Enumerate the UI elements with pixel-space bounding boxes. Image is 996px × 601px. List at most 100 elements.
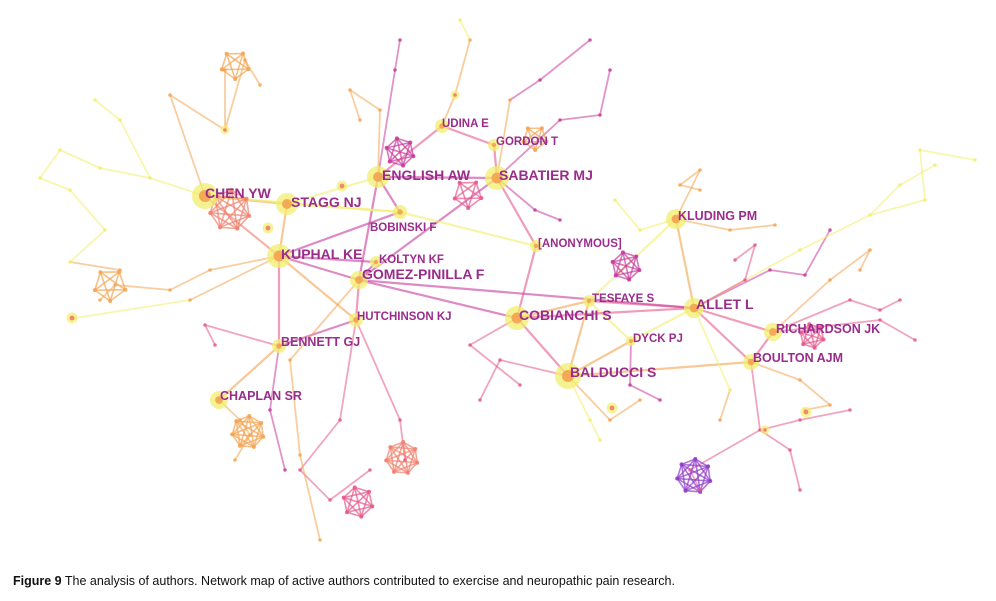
cluster-edge bbox=[614, 252, 624, 276]
network-edge bbox=[357, 278, 519, 320]
network-node bbox=[468, 38, 472, 42]
cluster-edge bbox=[389, 441, 404, 448]
network-node bbox=[753, 243, 757, 247]
network-edge bbox=[355, 319, 401, 421]
network-node bbox=[558, 118, 562, 122]
cluster-edge bbox=[368, 491, 374, 507]
network-node bbox=[588, 418, 592, 422]
network-node bbox=[341, 495, 346, 500]
network-node bbox=[798, 248, 802, 252]
network-edge bbox=[772, 299, 851, 333]
network-node bbox=[518, 383, 522, 387]
cluster-edge bbox=[681, 458, 696, 466]
cluster-edge bbox=[209, 198, 247, 214]
author-label-boulton-ajm: BOULTON AJM bbox=[753, 351, 843, 365]
network-node bbox=[373, 172, 383, 182]
cluster-edge bbox=[343, 486, 356, 499]
author-label-cobianchi-s: COBIANCHI S bbox=[519, 307, 612, 323]
network-node bbox=[373, 259, 379, 265]
network-node bbox=[258, 83, 262, 87]
cluster-edge bbox=[475, 182, 483, 199]
network-edge bbox=[789, 449, 801, 491]
network-node bbox=[678, 183, 682, 187]
network-edge bbox=[629, 340, 632, 386]
network-edge bbox=[689, 429, 761, 471]
cluster-edge bbox=[612, 251, 624, 263]
network-node bbox=[388, 445, 393, 450]
network-node bbox=[401, 163, 406, 168]
network-node bbox=[479, 196, 484, 201]
cluster-edge bbox=[99, 271, 126, 291]
cluster-edge bbox=[235, 420, 241, 446]
network-node bbox=[533, 208, 537, 212]
network-node bbox=[282, 199, 292, 209]
network-node bbox=[328, 498, 332, 502]
network-node bbox=[415, 460, 420, 465]
network-node bbox=[629, 339, 633, 343]
network-node bbox=[803, 409, 809, 415]
network-node bbox=[788, 448, 792, 452]
cluster-chaplan bbox=[230, 414, 266, 449]
network-node bbox=[773, 223, 777, 227]
network-edge bbox=[609, 399, 641, 421]
cluster-edge bbox=[219, 226, 238, 230]
cluster-edge bbox=[681, 463, 711, 482]
network-node bbox=[188, 298, 192, 302]
cluster-left-orange bbox=[92, 269, 128, 303]
network-node bbox=[452, 196, 457, 201]
author-labels: CHEN YW STAGG NJ ENGLISH AW SABATIER MJ … bbox=[205, 118, 880, 403]
network-edge bbox=[679, 184, 701, 191]
network-edge bbox=[299, 454, 321, 541]
network-node bbox=[693, 457, 698, 462]
cluster-edge bbox=[813, 327, 822, 348]
network-node bbox=[706, 464, 711, 469]
cluster-edge bbox=[239, 435, 264, 447]
network-node bbox=[798, 330, 803, 335]
network-edge bbox=[919, 149, 976, 161]
cluster-edge bbox=[248, 415, 255, 448]
network-edge bbox=[349, 89, 361, 121]
network-node bbox=[511, 312, 523, 324]
network-node bbox=[718, 418, 722, 422]
cluster-edge bbox=[346, 511, 362, 518]
cluster-edge bbox=[534, 140, 547, 151]
network-node bbox=[533, 243, 539, 249]
network-edge bbox=[376, 175, 499, 180]
author-label-gordon-t: GORDON T bbox=[496, 136, 558, 148]
network-edge bbox=[559, 114, 601, 121]
network-node bbox=[238, 418, 242, 422]
network-node bbox=[387, 159, 392, 164]
network-edge bbox=[357, 278, 696, 310]
network-edge bbox=[919, 149, 926, 201]
network-node bbox=[394, 136, 399, 141]
cluster-edge bbox=[389, 446, 409, 474]
author-label-chen-yw: CHEN YW bbox=[205, 185, 272, 201]
cluster-edge bbox=[386, 137, 398, 149]
network-node bbox=[453, 93, 457, 97]
cluster-edge bbox=[94, 271, 120, 291]
network-node bbox=[233, 76, 238, 81]
cluster-edge bbox=[346, 487, 356, 513]
network-node bbox=[223, 128, 227, 132]
network-edge bbox=[629, 384, 661, 401]
cluster-edge bbox=[225, 53, 236, 80]
network-node bbox=[359, 514, 364, 519]
cluster-edge bbox=[360, 505, 373, 518]
network-node bbox=[498, 358, 502, 362]
network-node bbox=[683, 488, 688, 493]
network-edge bbox=[277, 254, 361, 282]
cluster-edge bbox=[396, 137, 411, 144]
network-node bbox=[439, 123, 445, 129]
network-edge bbox=[829, 249, 871, 281]
network-node bbox=[638, 398, 642, 402]
network-node bbox=[763, 428, 767, 432]
network-node bbox=[613, 198, 617, 202]
network-node bbox=[168, 93, 172, 97]
network-node bbox=[68, 188, 72, 192]
network-node bbox=[213, 343, 217, 347]
cluster-edge bbox=[527, 127, 547, 143]
network-edge bbox=[772, 279, 831, 333]
network-node bbox=[268, 408, 272, 412]
network-edge bbox=[224, 59, 246, 131]
network-edge bbox=[729, 224, 776, 231]
